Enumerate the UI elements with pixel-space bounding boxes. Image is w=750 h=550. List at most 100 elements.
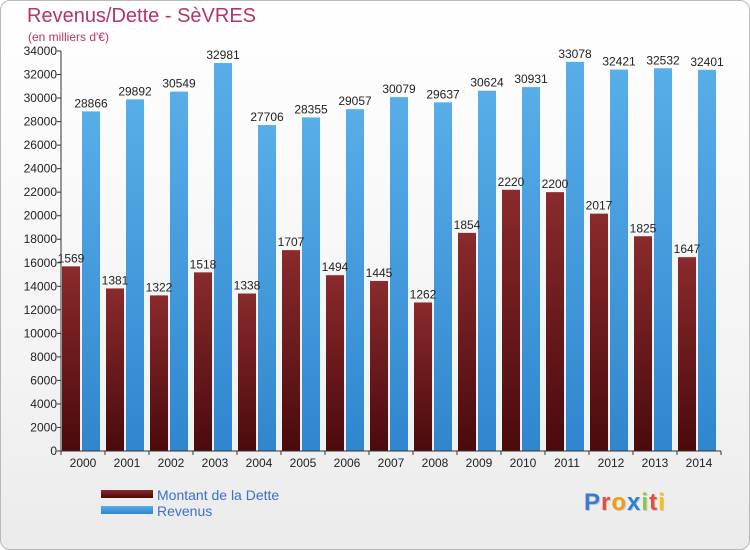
bar-debt [634, 236, 652, 451]
bar-revenue [346, 109, 364, 451]
bar-debt [370, 280, 388, 451]
y-tick-label: 6000 [30, 373, 57, 387]
logo-letter: x [627, 489, 642, 516]
bar-revenue [698, 69, 716, 451]
bar-revenue [654, 68, 672, 451]
chart-subtitle: (en milliers d'€) [28, 30, 109, 44]
legend-swatch-revenue [101, 506, 153, 514]
x-tick-label: 2001 [114, 456, 141, 470]
y-tick-label: 28000 [24, 115, 58, 129]
data-label-revenue: 32532 [646, 53, 680, 67]
bar-revenue [434, 102, 452, 452]
data-label-debt: 2017 [586, 199, 613, 213]
data-label-debt: 1707 [278, 235, 305, 249]
y-tick-label: 34000 [24, 44, 58, 58]
data-label-debt: 1647 [674, 242, 701, 256]
data-label-revenue: 30931 [514, 72, 548, 86]
bar-debt [678, 257, 696, 451]
data-label-debt: 1854 [454, 218, 481, 232]
x-tick-label: 2005 [290, 456, 317, 470]
y-tick-label: 30000 [24, 91, 58, 105]
x-tick-label: 2002 [158, 456, 185, 470]
bar-debt [282, 250, 300, 451]
logo-letter: t [649, 489, 659, 516]
data-label-revenue: 30079 [382, 82, 416, 96]
y-tick-label: 10000 [24, 326, 58, 340]
bar-revenue [522, 87, 540, 451]
y-tick-label: 24000 [24, 162, 58, 176]
logo-letter: r [601, 489, 612, 516]
bar-revenue [610, 69, 628, 451]
data-label-revenue: 29637 [426, 87, 460, 101]
x-tick-label: 2008 [422, 456, 449, 470]
bar-revenue [478, 90, 496, 451]
x-tick-label: 2009 [466, 456, 493, 470]
y-tick-label: 4000 [30, 397, 57, 411]
logo-letter: P [584, 489, 602, 516]
bar-debt [502, 189, 520, 451]
bar-debt [458, 232, 476, 451]
data-label-debt: 1825 [630, 221, 657, 235]
x-tick-label: 2011 [554, 456, 580, 470]
bar-revenue [214, 62, 232, 452]
data-label-debt: 1262 [410, 287, 437, 301]
data-label-revenue: 32421 [602, 55, 636, 69]
bar-debt [238, 293, 256, 451]
bar-debt [106, 288, 124, 451]
data-label-revenue: 28355 [294, 102, 328, 116]
chart-title: Revenus/Dette - SèVRES [27, 5, 256, 27]
bar-debt [590, 213, 608, 451]
bar-debt [194, 272, 212, 451]
y-tick-label: 16000 [24, 256, 58, 270]
y-tick-label: 0 [50, 444, 57, 458]
data-label-debt: 1518 [190, 257, 217, 271]
x-tick-label: 2013 [642, 456, 669, 470]
logo-letter: o [611, 489, 628, 516]
bar-revenue [390, 97, 408, 452]
data-label-debt: 2220 [498, 175, 525, 189]
y-tick-label: 12000 [24, 303, 58, 317]
y-tick-label: 26000 [24, 138, 58, 152]
x-tick-label: 2000 [70, 456, 97, 470]
x-tick-label: 2004 [246, 456, 273, 470]
legend-swatch-debt [101, 490, 153, 498]
bar-revenue [126, 99, 144, 452]
bar-debt [62, 266, 80, 451]
data-label-revenue: 32401 [690, 55, 724, 69]
y-tick-label: 32000 [24, 68, 58, 82]
x-tick-label: 2003 [202, 456, 229, 470]
x-tick-label: 2012 [598, 456, 625, 470]
bar-debt [150, 295, 168, 451]
bar-debt [326, 275, 344, 451]
x-tick-label: 2010 [510, 456, 537, 470]
legend-label-debt: Montant de la Dette [157, 487, 280, 503]
data-label-revenue: 29892 [118, 84, 152, 98]
x-tick-label: 2006 [334, 456, 361, 470]
data-label-revenue: 29057 [338, 94, 372, 108]
bar-revenue [302, 117, 320, 451]
data-label-debt: 1494 [322, 260, 349, 274]
bar-debt [546, 192, 564, 451]
data-label-revenue: 28866 [74, 96, 108, 110]
x-tick-label: 2014 [686, 456, 713, 470]
data-label-debt: 1338 [234, 279, 261, 293]
bar-revenue [258, 125, 276, 451]
data-label-revenue: 30624 [470, 76, 504, 90]
y-tick-label: 8000 [30, 350, 57, 364]
data-label-debt: 2200 [542, 177, 569, 191]
y-tick-label: 20000 [24, 209, 58, 223]
data-label-debt: 1322 [146, 280, 173, 294]
x-tick-label: 2007 [378, 456, 405, 470]
data-label-revenue: 30549 [162, 77, 196, 91]
data-label-revenue: 27706 [250, 110, 284, 124]
legend-label-revenue: Revenus [157, 503, 213, 519]
y-tick-label: 18000 [24, 232, 58, 246]
bar-revenue [82, 111, 100, 452]
data-label-debt: 1569 [58, 251, 85, 265]
y-tick-label: 22000 [24, 185, 58, 199]
data-label-revenue: 33078 [558, 47, 592, 61]
bar-revenue [170, 91, 188, 451]
y-tick-label: 14000 [24, 279, 58, 293]
